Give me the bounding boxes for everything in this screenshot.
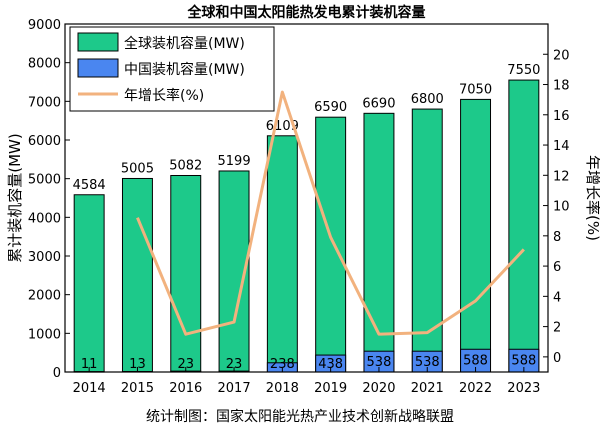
x-tick-label: 2019 — [314, 381, 347, 396]
x-tick-label: 2017 — [218, 381, 251, 396]
global-bar — [315, 116, 347, 373]
chart-title: 全球和中国太阳能热发电累计装机容量 — [187, 4, 426, 21]
y2-tick-label: 2 — [553, 321, 561, 336]
y2-tick-label: 18 — [553, 79, 570, 94]
y-tick-label: 0 — [53, 366, 61, 381]
global-value-label: 6800 — [411, 92, 444, 107]
x-tick-label: 2021 — [411, 381, 444, 396]
global-bar — [508, 79, 540, 373]
china-value-label: 538 — [415, 355, 440, 370]
y-tick-label: 6000 — [28, 134, 61, 149]
y-tick-label: 4000 — [28, 211, 61, 226]
china-value-label: 538 — [367, 355, 392, 370]
legend-label: 中国装机容量(MW) — [124, 61, 245, 78]
china-value-label: 13 — [129, 357, 146, 372]
global-value-label: 4584 — [73, 178, 106, 193]
x-tick-label: 2015 — [121, 381, 154, 396]
y-tick-label: 1000 — [28, 327, 61, 342]
y2-tick-label: 4 — [553, 290, 561, 305]
y-tick-label: 7000 — [28, 95, 61, 110]
china-value-label: 588 — [463, 353, 488, 368]
legend-label: 全球装机容量(MW) — [124, 35, 245, 52]
global-bar — [121, 177, 153, 373]
x-tick-label: 2022 — [459, 381, 492, 396]
global-value-label: 7050 — [459, 82, 492, 97]
legend-swatch — [77, 32, 119, 52]
global-value-label: 6690 — [362, 96, 395, 111]
x-tick-label: 2018 — [266, 381, 299, 396]
global-value-label: 5005 — [121, 161, 154, 176]
y-axis-title: 累计装机容量(MW) — [6, 133, 24, 262]
y-tick-label: 9000 — [28, 18, 61, 33]
china-value-label: 438 — [318, 357, 343, 372]
global-value-label: 5082 — [169, 158, 202, 173]
y2-tick-label: 6 — [553, 260, 561, 275]
china-value-label: 11 — [81, 357, 98, 372]
global-bar — [363, 112, 395, 373]
china-value-label: 23 — [177, 357, 194, 372]
global-bar — [411, 108, 443, 373]
x-tick-label: 2014 — [73, 381, 106, 396]
y2-tick-label: 10 — [553, 200, 570, 215]
global-value-label: 6590 — [314, 100, 347, 115]
china-value-label: 238 — [270, 357, 295, 372]
legend-label: 年增长率(%) — [124, 87, 204, 104]
y2-tick-label: 0 — [553, 351, 561, 366]
global-value-label: 5199 — [218, 154, 251, 169]
y2-tick-label: 20 — [553, 48, 570, 63]
y2-axis-title: 年增长率(%) — [584, 155, 600, 241]
growth-rate-line — [136, 90, 525, 336]
y2-tick-label: 16 — [553, 109, 570, 124]
source-note: 统计制图：国家太阳能光热产业技术创新战略联盟 — [146, 408, 454, 425]
global-bar — [73, 194, 105, 373]
china-value-label: 588 — [511, 353, 536, 368]
x-tick-label: 2020 — [362, 381, 395, 396]
y2-tick-label: 14 — [553, 139, 570, 154]
y-tick-label: 2000 — [28, 289, 61, 304]
global-bar — [170, 174, 202, 373]
global-value-label: 7550 — [507, 63, 540, 78]
y2-tick-label: 8 — [553, 230, 561, 245]
global-bar — [460, 98, 492, 373]
y2-tick-label: 12 — [553, 169, 570, 184]
y-tick-label: 3000 — [28, 250, 61, 265]
x-tick-label: 2023 — [507, 381, 540, 396]
legend-swatch — [77, 58, 119, 78]
x-tick-label: 2016 — [169, 381, 202, 396]
plot-frame — [64, 23, 549, 373]
china-value-label: 23 — [226, 357, 243, 372]
y-tick-label: 5000 — [28, 173, 61, 188]
y-tick-label: 8000 — [28, 57, 61, 72]
global-bar — [266, 135, 298, 373]
